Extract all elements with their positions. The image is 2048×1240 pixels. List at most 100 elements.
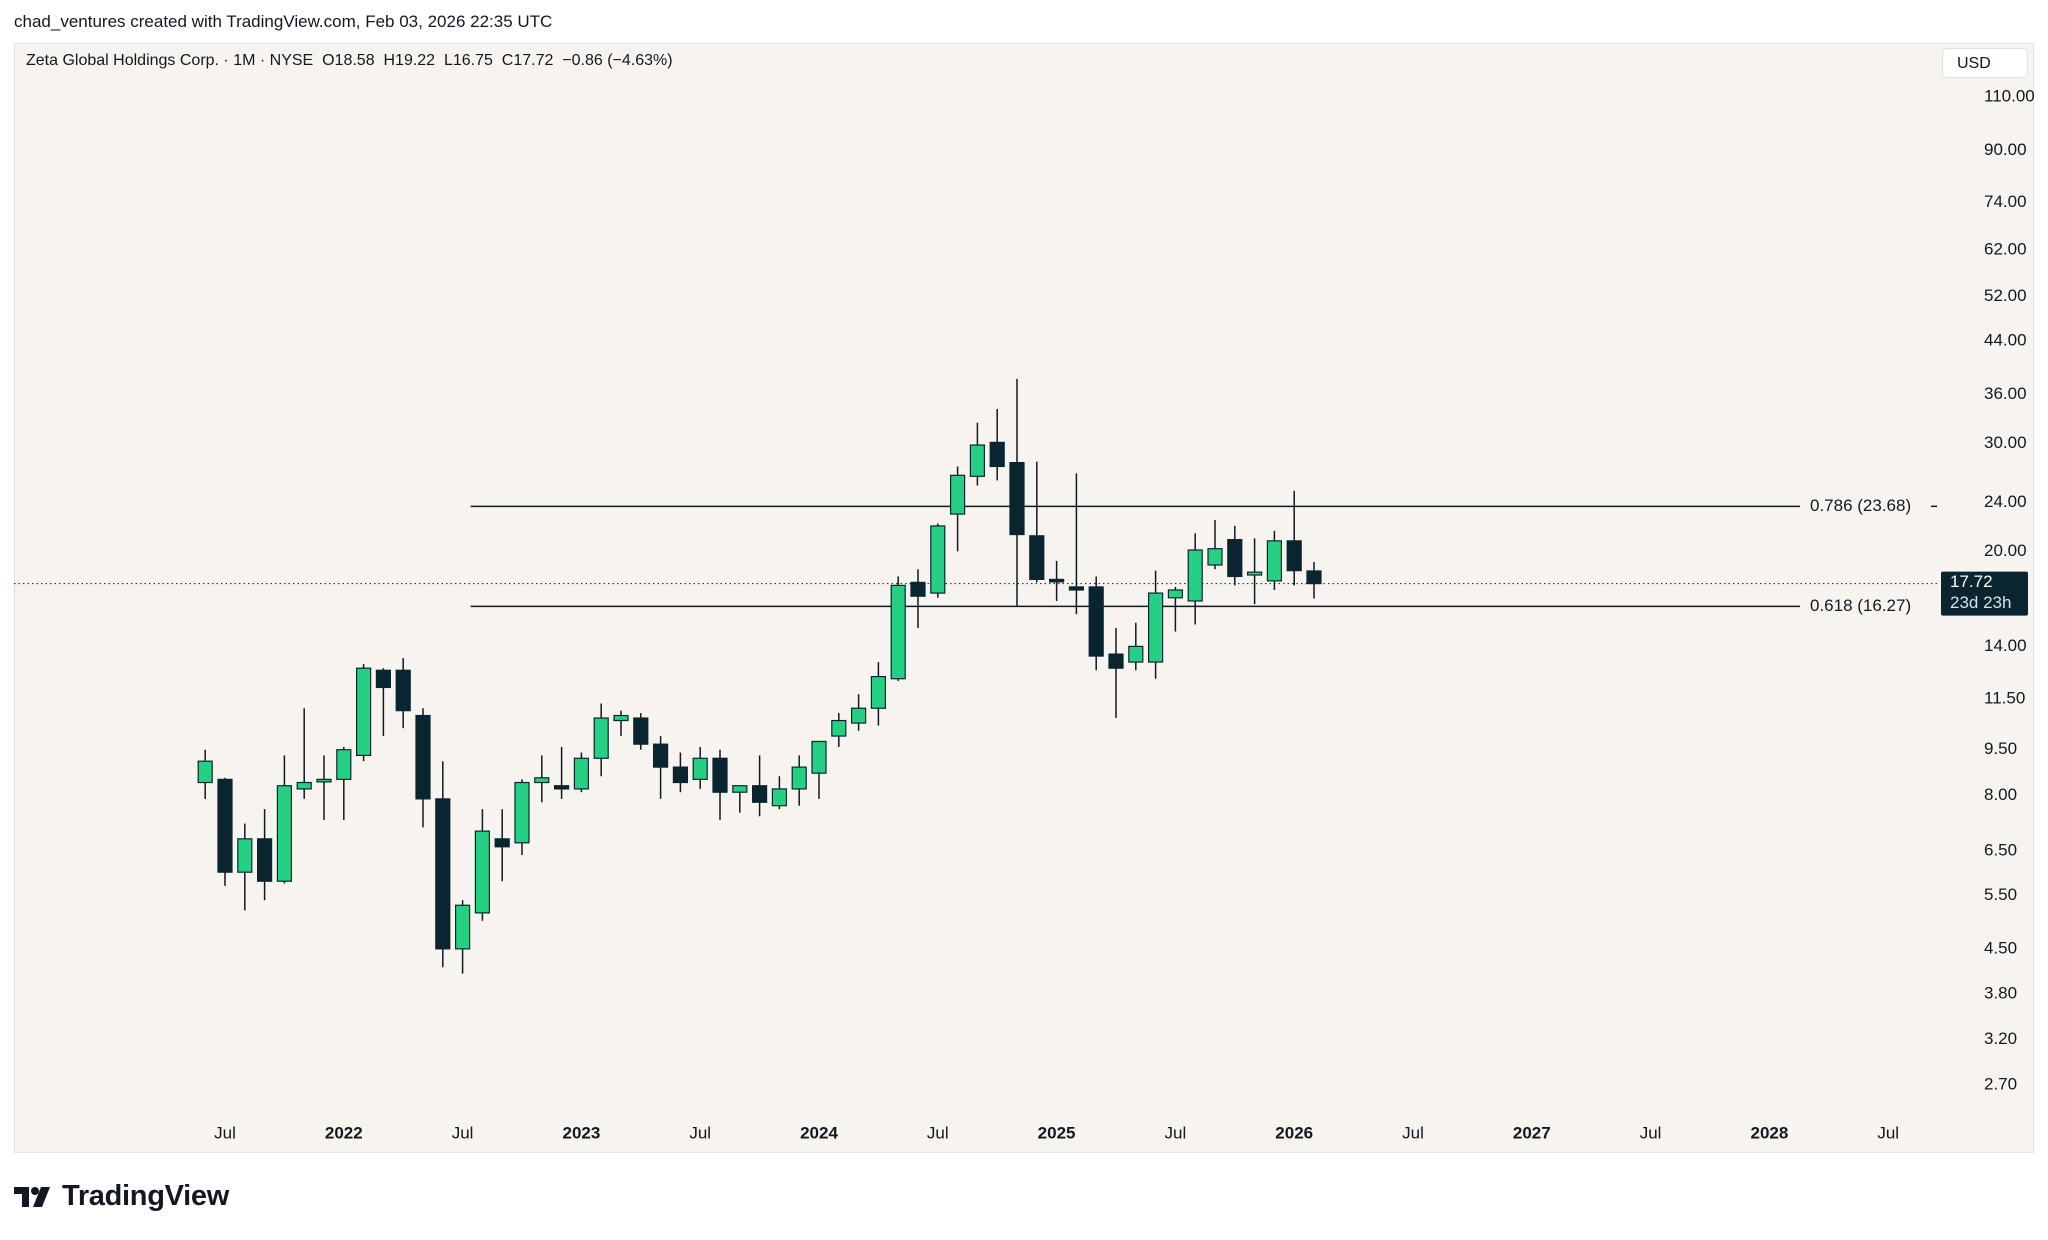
candle-down xyxy=(672,766,689,784)
candle-down xyxy=(1286,540,1302,572)
y-tick-label: 20.00 xyxy=(1984,541,2027,560)
x-tick-label: Jul xyxy=(452,1123,474,1142)
candle-up xyxy=(850,707,867,724)
candle-up xyxy=(534,777,550,784)
x-tick-label: Jul xyxy=(1165,1123,1187,1142)
candle-up xyxy=(692,757,708,780)
candle-down xyxy=(712,757,728,793)
fib-label: 0.786 (23.68) xyxy=(1810,496,1911,515)
currency-button[interactable]: USD xyxy=(1942,48,2028,78)
tradingview-logo-text: TradingView xyxy=(62,1180,229,1212)
candle-up xyxy=(831,719,847,737)
y-tick-label: 36.00 xyxy=(1984,384,2027,403)
candle-up xyxy=(732,785,748,793)
legend-change: −0.86 (−4.63%) xyxy=(562,52,673,69)
candle-down xyxy=(633,717,649,745)
x-tick-label: Jul xyxy=(689,1123,711,1142)
candle-down xyxy=(1088,586,1104,657)
candle-up xyxy=(613,714,629,722)
candle-up xyxy=(890,584,906,680)
candle-down xyxy=(395,669,411,712)
legend-close: C17.72 xyxy=(501,52,554,69)
legend-low: L16.75 xyxy=(443,52,493,69)
last-price-value: 17.72 xyxy=(1950,572,1993,591)
y-tick-label: 52.00 xyxy=(1984,286,2027,305)
candle-up xyxy=(336,749,352,780)
y-tick-label: 3.80 xyxy=(1984,983,2017,1002)
y-tick-label: 6.50 xyxy=(1984,840,2017,859)
y-tick-label: 4.50 xyxy=(1984,938,2017,957)
candle-down xyxy=(257,838,273,882)
candle-up xyxy=(1167,589,1184,599)
candle-up xyxy=(197,760,213,784)
candle-down xyxy=(1068,586,1085,591)
candle-up xyxy=(1187,549,1203,602)
x-tick-label: Jul xyxy=(1640,1123,1662,1142)
x-tick-label: Jul xyxy=(927,1123,949,1142)
y-tick-label: 11.50 xyxy=(1984,688,2025,707)
attribution-text: chad_ventures created with TradingView.c… xyxy=(14,12,553,31)
candle-up xyxy=(514,781,530,844)
legend-symbol: Zeta Global Holdings Corp. · 1M · NYSE xyxy=(26,52,314,69)
candle-up xyxy=(296,781,312,790)
candle-down xyxy=(1029,535,1045,581)
candle-up xyxy=(573,757,590,790)
candle-up xyxy=(870,675,887,709)
y-tick-label: 24.00 xyxy=(1984,492,2027,511)
x-tick-label: 2026 xyxy=(1275,1123,1313,1142)
candle-up xyxy=(593,717,609,759)
y-tick-label: 3.20 xyxy=(1984,1029,2017,1048)
y-tick-label: 5.50 xyxy=(1984,885,2017,904)
candle-up xyxy=(1246,571,1263,576)
x-tick-label: 2024 xyxy=(800,1123,838,1142)
y-tick-label: 30.00 xyxy=(1984,433,2027,452)
x-tick-label: 2025 xyxy=(1038,1123,1076,1142)
y-tick-label: 14.00 xyxy=(1984,636,2027,655)
y-tick-label: 90.00 xyxy=(1984,140,2027,159)
candle-down xyxy=(1108,653,1124,669)
candle-down xyxy=(1306,570,1322,585)
candle-down xyxy=(553,785,570,790)
y-tick-label: 74.00 xyxy=(1984,192,2027,211)
legend-high: H19.22 xyxy=(383,52,436,69)
chart-pane[interactable] xyxy=(14,43,2034,1153)
candle-up xyxy=(455,904,471,950)
candle-down xyxy=(751,785,768,803)
candle-down xyxy=(435,798,451,950)
candle-up xyxy=(969,444,986,477)
x-tick-label: Jul xyxy=(1877,1123,1899,1142)
candle-down xyxy=(1009,462,1025,536)
x-tick-label: Jul xyxy=(214,1123,236,1142)
candle-up xyxy=(949,474,966,515)
x-tick-label: 2023 xyxy=(562,1123,600,1142)
candle-down xyxy=(494,838,510,848)
x-tick-label: 2027 xyxy=(1513,1123,1551,1142)
candle-up xyxy=(791,766,807,790)
candle-up xyxy=(356,667,372,756)
tradingview-logo-icon xyxy=(14,1186,50,1207)
candle-down xyxy=(415,714,431,800)
candle-up xyxy=(811,740,827,774)
candle-up xyxy=(1207,548,1223,566)
fib-label: 0.618 (16.27) xyxy=(1810,596,1911,615)
tradingview-logo[interactable]: TradingView xyxy=(14,1180,229,1213)
y-tick-label: 110.00 xyxy=(1984,86,2035,105)
price-chart[interactable]: 110.00 90.00 74.00 62.00 52.00 44.00 36.00 30.0… xyxy=(0,0,2048,1160)
candle-down xyxy=(217,778,233,873)
x-tick-label: 2028 xyxy=(1750,1123,1788,1142)
y-tick-label: 44.00 xyxy=(1984,331,2027,350)
candle-down xyxy=(1227,538,1243,578)
candle-up xyxy=(237,838,253,873)
y-tick-label: 8.00 xyxy=(1984,785,2017,804)
candle-up xyxy=(771,788,788,807)
candle-down xyxy=(652,743,669,768)
candle-down xyxy=(1048,578,1065,583)
candle-up xyxy=(1128,645,1144,663)
candle-up xyxy=(1266,540,1283,582)
price-countdown: 23d 23h xyxy=(1950,593,2011,612)
legend-open: O18.58 xyxy=(322,52,375,69)
candle-up xyxy=(276,785,292,882)
candle-down xyxy=(989,441,1005,468)
candle-up xyxy=(930,525,946,594)
candle-up xyxy=(1147,592,1164,663)
